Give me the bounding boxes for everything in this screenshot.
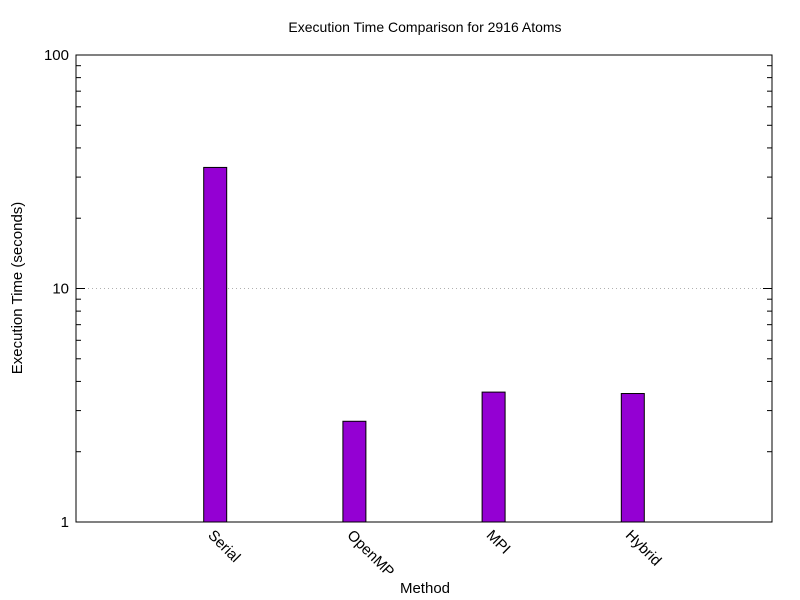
bar-serial — [203, 166, 228, 523]
y-tick-label: 1 — [61, 514, 69, 531]
x-tick-labels: Serial OpenMP MPI Hybrid — [204, 527, 664, 581]
y-axis-label: Execution Time (seconds) — [9, 202, 26, 375]
x-tick-label: Hybrid — [622, 527, 665, 570]
plot-frame — [75, 54, 773, 523]
x-tick-label: Serial — [204, 527, 243, 566]
y-tick-label: 10 — [52, 281, 69, 298]
x-tick-label: OpenMP — [344, 527, 398, 581]
y-tick-label: 100 — [44, 47, 69, 64]
bar-hybrid — [620, 393, 645, 523]
chart-title: Execution Time Comparison for 2916 Atoms — [288, 19, 561, 35]
x-axis-label: Method — [400, 580, 450, 597]
bar-openmp — [342, 420, 367, 523]
x-tick-label: MPI — [483, 527, 514, 558]
bar-mpi — [481, 391, 506, 523]
axis-ticks: 1 10 100 — [44, 47, 772, 531]
bars — [203, 166, 645, 523]
